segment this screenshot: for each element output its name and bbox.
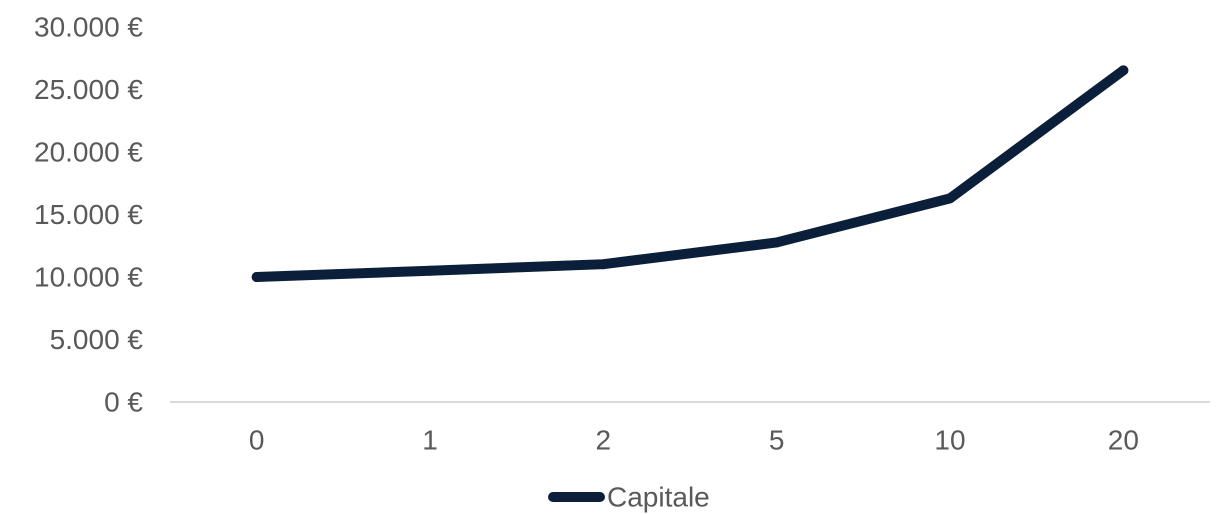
y-tick-label: 5.000 € — [50, 324, 144, 355]
y-tick-label: 30.000 € — [34, 12, 143, 43]
x-tick-label: 5 — [769, 425, 785, 456]
data-point — [251, 272, 262, 282]
x-tick-label: 20 — [1108, 425, 1139, 456]
x-axis: 0 1 2 5 10 20 — [249, 425, 1139, 456]
data-point — [1118, 65, 1129, 76]
y-tick-label: 10.000 € — [34, 262, 143, 293]
legend-label: Capitale — [607, 482, 710, 513]
x-tick-label: 2 — [596, 425, 612, 456]
x-tick-label: 0 — [249, 425, 265, 456]
y-tick-label: 0 € — [104, 387, 143, 418]
y-tick-label: 25.000 € — [34, 74, 143, 105]
legend: Capitale — [548, 482, 710, 513]
y-tick-label: 20.000 € — [34, 137, 143, 168]
x-tick-label: 10 — [934, 425, 965, 456]
data-point — [425, 265, 435, 276]
data-point — [945, 193, 955, 204]
series-group — [251, 65, 1129, 282]
x-tick-label: 1 — [422, 425, 438, 456]
series-line — [251, 65, 1129, 282]
y-axis: 0 € 5.000 € 10.000 € 15.000 € 20.000 € 25.000… — [34, 12, 143, 418]
data-point — [771, 237, 782, 248]
data-point — [598, 259, 609, 270]
y-tick-label: 15.000 € — [34, 199, 143, 230]
